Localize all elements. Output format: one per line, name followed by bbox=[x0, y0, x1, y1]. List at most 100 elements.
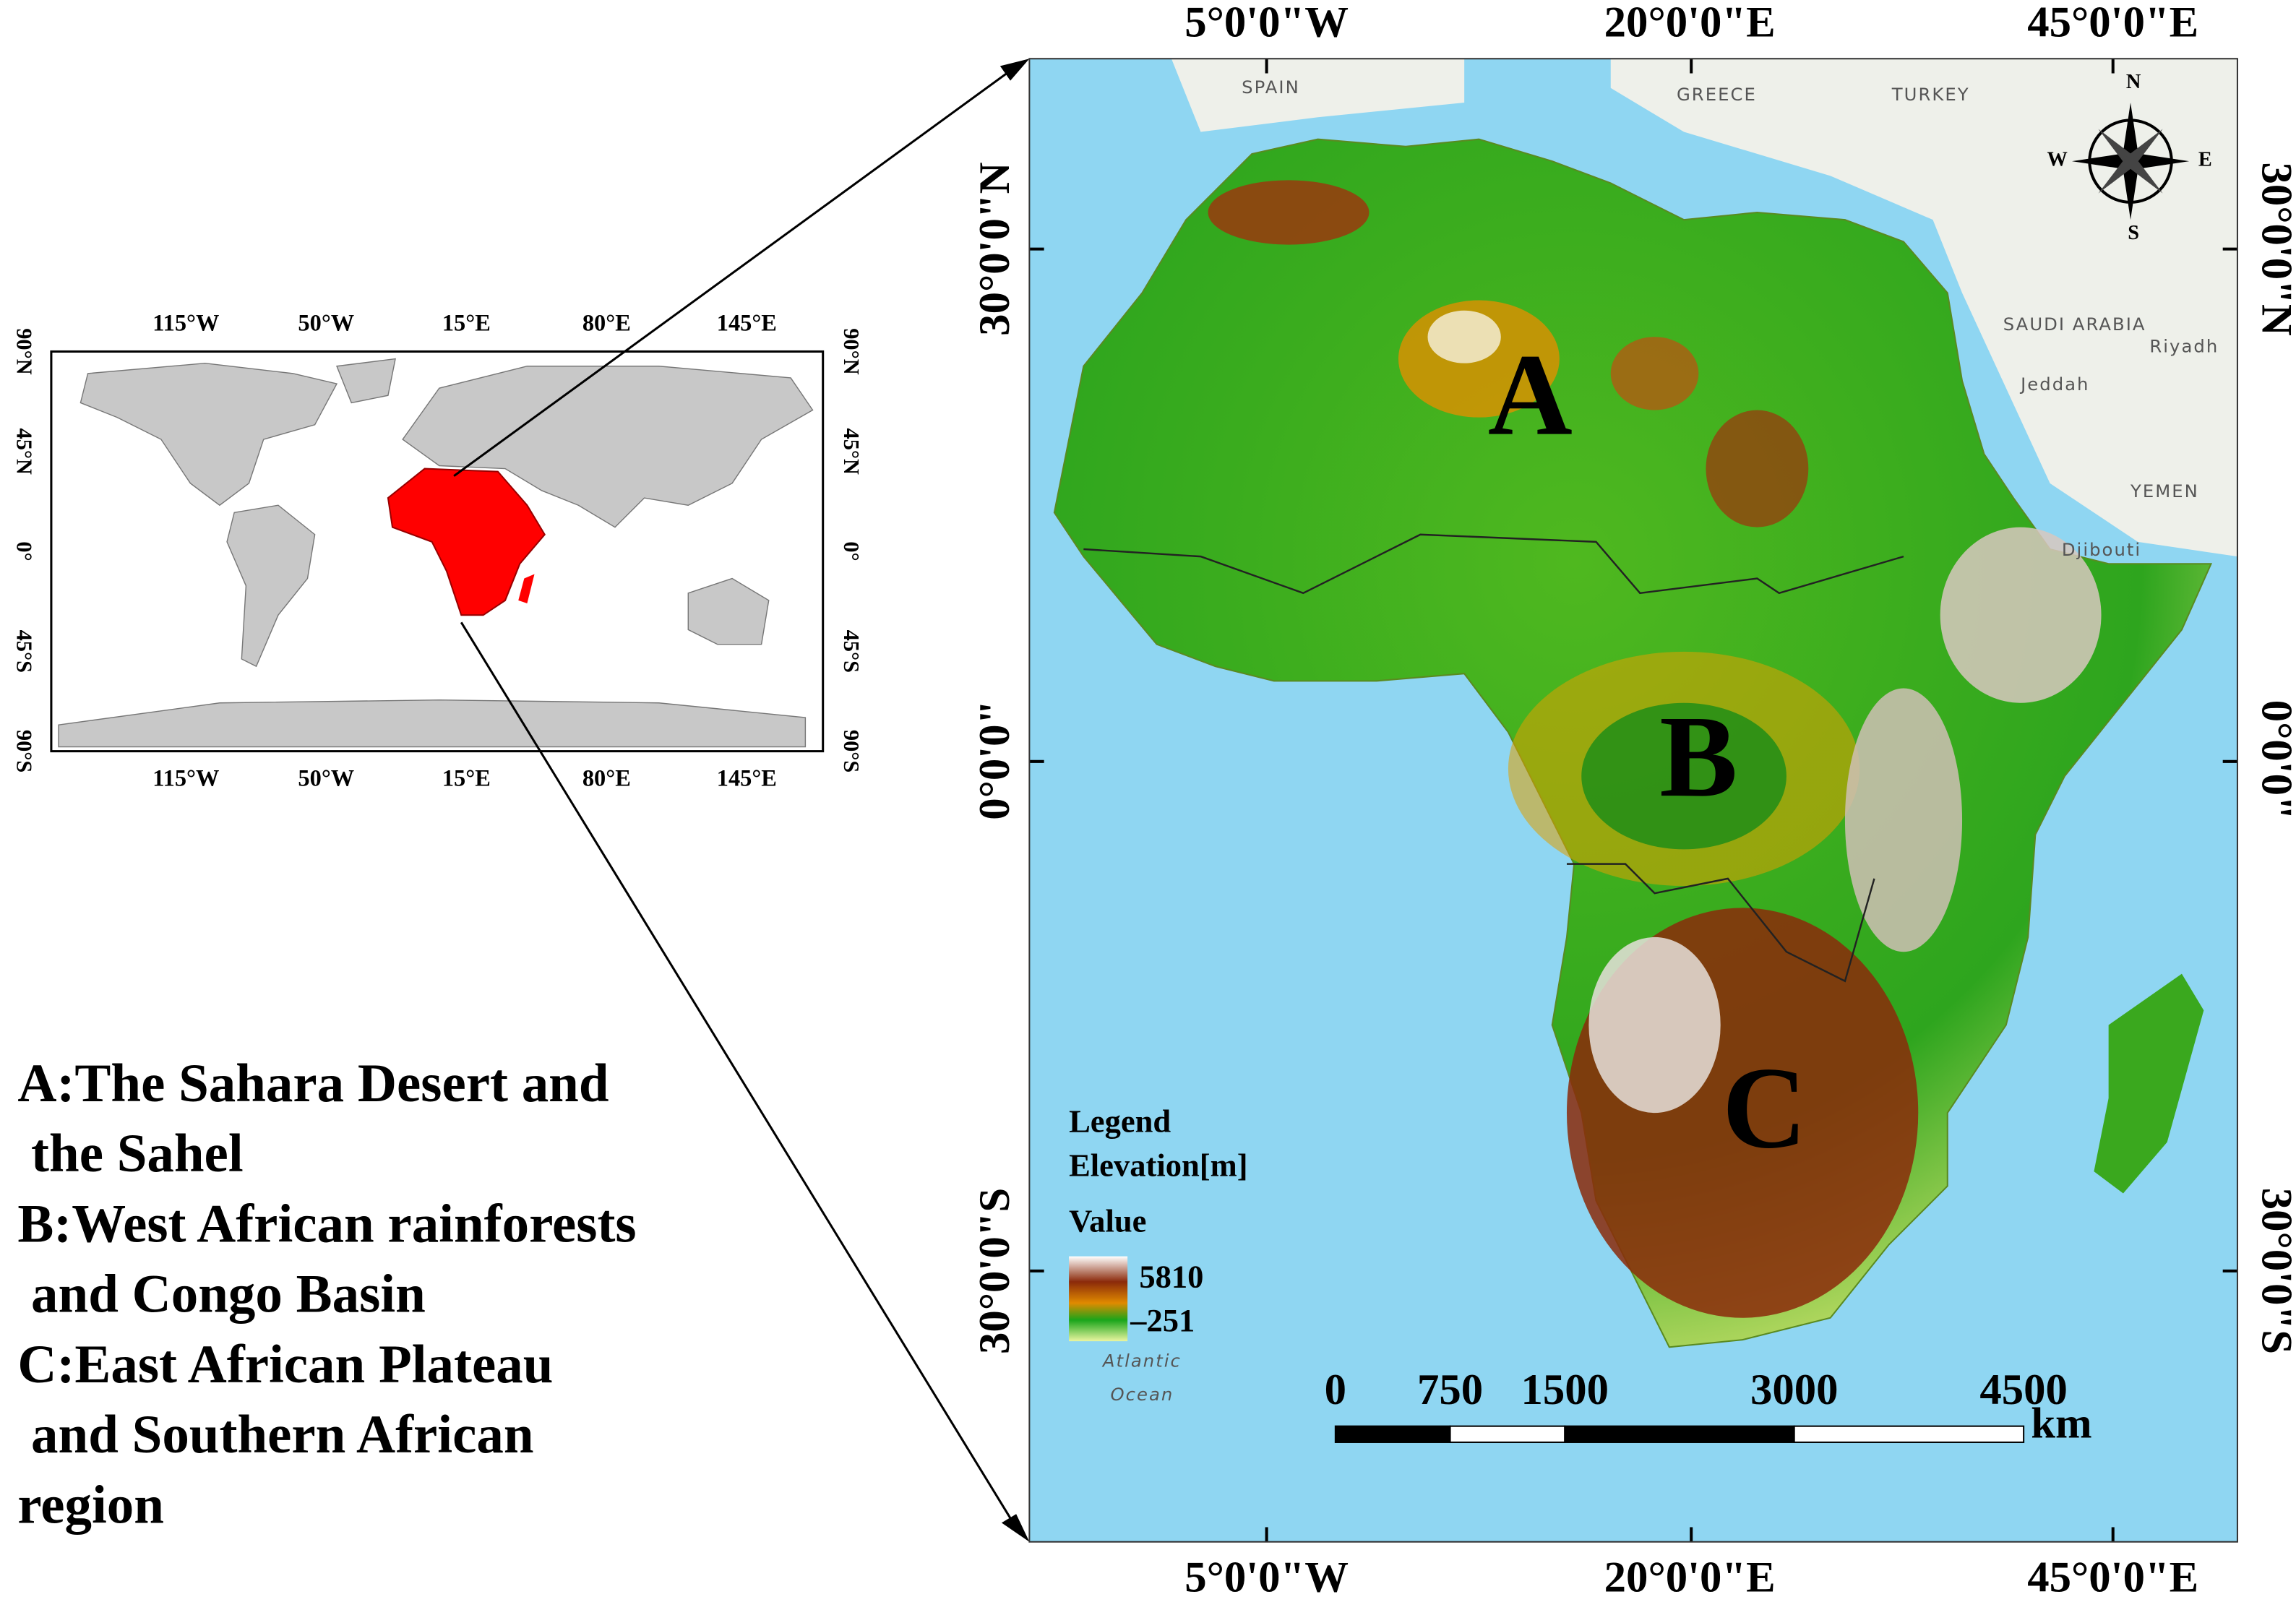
description-line: B:West African rainforests bbox=[17, 1194, 636, 1254]
description-line: and Congo Basin bbox=[17, 1265, 425, 1325]
relief bbox=[1706, 410, 1809, 527]
border bbox=[1083, 533, 1904, 595]
north-america bbox=[79, 362, 338, 507]
main-lat-label: 30°0'0"N bbox=[2253, 162, 2296, 335]
place-label: Djibouti bbox=[2062, 539, 2141, 560]
eurasia bbox=[402, 366, 814, 528]
legend-min: –251 bbox=[1130, 1302, 1195, 1338]
inset-lat-label: 90°N bbox=[839, 328, 864, 375]
description-line: and Southern African bbox=[17, 1405, 533, 1465]
inset-lon-label: 80°E bbox=[582, 310, 631, 336]
europe-land bbox=[1171, 59, 1465, 132]
description-line: A:The Sahara Desert and bbox=[17, 1054, 609, 1114]
legend-colorbar bbox=[1069, 1256, 1128, 1342]
place-label: Jeddah bbox=[2019, 374, 2089, 395]
scale-segment bbox=[1449, 1425, 1566, 1443]
inset-lon-label: 145°E bbox=[717, 310, 777, 336]
relief bbox=[1610, 337, 1699, 410]
arrow-line bbox=[460, 621, 1019, 1531]
scale-label: 750 bbox=[1417, 1366, 1483, 1414]
scale-label: 3000 bbox=[1750, 1366, 1839, 1414]
arrowhead bbox=[1001, 1514, 1030, 1542]
south-america bbox=[226, 504, 316, 668]
place-label: YEMEN bbox=[2130, 481, 2199, 501]
scale-label: 4500 bbox=[1979, 1366, 2068, 1414]
description-line: region bbox=[17, 1475, 164, 1535]
main-lat-label: 30°0'0"N bbox=[971, 162, 1019, 335]
inset-lon-label: 15°E bbox=[442, 310, 491, 336]
compass bbox=[2071, 103, 2190, 220]
relief bbox=[1588, 936, 1721, 1114]
legend-title: Legend bbox=[1069, 1103, 1171, 1140]
inset-lon-label: 145°E bbox=[717, 766, 777, 792]
legend-subtitle: Elevation[m] bbox=[1069, 1147, 1248, 1183]
asia-land bbox=[1610, 59, 2237, 557]
main-lat-label: 0°0'0" bbox=[971, 700, 1019, 820]
place-label: Riyadh bbox=[2149, 335, 2219, 356]
border bbox=[1566, 863, 1875, 983]
inset-madagascar bbox=[518, 574, 535, 603]
main-lat-label: 0°0'0" bbox=[2253, 700, 2296, 820]
inset-lon-label: 50°W bbox=[298, 310, 354, 336]
labels: Legend Elevation[m] Value 5810 –251 A B … bbox=[1069, 71, 2219, 1405]
inset-lat-label: 45°N bbox=[12, 429, 36, 475]
region-label: B bbox=[1659, 692, 1737, 822]
description-line: the Sahel bbox=[17, 1124, 243, 1184]
ocean-label: Ocean bbox=[1110, 1384, 1174, 1405]
inset-continents bbox=[58, 358, 814, 748]
place-label: SPAIN bbox=[1242, 77, 1300, 98]
inset-lon-label: 80°E bbox=[582, 766, 631, 792]
madagascar bbox=[2094, 973, 2204, 1194]
inset-lat-label: 0° bbox=[12, 541, 36, 561]
elevation-relief bbox=[1208, 180, 2102, 1318]
compass-letter: E bbox=[2198, 149, 2212, 171]
scale-label: 0 bbox=[1325, 1366, 1346, 1414]
main-lon-label: 45°0'0"E bbox=[2027, 0, 2198, 47]
relief bbox=[1940, 527, 2102, 703]
relief bbox=[1581, 702, 1787, 850]
scale-segment bbox=[1793, 1425, 2025, 1443]
place-label: TURKEY bbox=[1891, 84, 1970, 105]
inset-lon-label: 50°W bbox=[298, 766, 354, 792]
compass-letter: N bbox=[2126, 71, 2141, 93]
main-lat-label: 30°0'0"S bbox=[971, 1188, 1019, 1354]
antarctica bbox=[58, 699, 807, 748]
inset-lat-label: 0° bbox=[839, 541, 864, 561]
relief bbox=[1208, 180, 1370, 245]
main-lat-label: 30°0'0"S bbox=[2253, 1188, 2296, 1354]
main-lon-label: 45°0'0"E bbox=[2027, 1553, 2198, 1601]
legend-value-label: Value bbox=[1069, 1202, 1146, 1239]
australia bbox=[687, 577, 770, 645]
compass-letter: W bbox=[2047, 149, 2068, 171]
inset-africa bbox=[387, 468, 546, 616]
inset-lon-label: 115°W bbox=[152, 310, 219, 336]
greenland bbox=[336, 358, 396, 404]
scale-label: 1500 bbox=[1521, 1366, 1609, 1414]
description-line: C:East African Plateau bbox=[17, 1335, 553, 1395]
main-lon-label: 20°0'0"E bbox=[1604, 1553, 1776, 1601]
arrow-line bbox=[453, 66, 1016, 477]
inset-lat-label: 90°N bbox=[12, 328, 36, 375]
region-label: A bbox=[1488, 331, 1573, 460]
place-label: SAUDI ARABIA bbox=[2003, 314, 2146, 335]
legend-max: 5810 bbox=[1139, 1258, 1203, 1294]
arrowhead bbox=[999, 59, 1030, 81]
scale-unit: km bbox=[2031, 1400, 2091, 1448]
inset-lat-label: 90°S bbox=[12, 730, 36, 772]
inset-lat-label: 45°S bbox=[12, 630, 36, 673]
scale-segment bbox=[1564, 1425, 1795, 1443]
main-lon-label: 20°0'0"E bbox=[1604, 0, 1776, 47]
inset-lat-label: 45°S bbox=[839, 630, 864, 673]
region-label: C bbox=[1722, 1043, 1807, 1173]
main-lon-label: 5°0'0"W bbox=[1184, 0, 1349, 47]
region-borders bbox=[1083, 533, 1904, 983]
main-lon-label: 5°0'0"W bbox=[1184, 1553, 1349, 1601]
relief bbox=[1427, 310, 1501, 363]
inset-lat-label: 90°S bbox=[839, 730, 864, 772]
compass-needle bbox=[2098, 129, 2163, 194]
relief bbox=[1844, 688, 1963, 952]
place-label: GREECE bbox=[1677, 84, 1757, 105]
inset-lon-label: 15°E bbox=[442, 766, 491, 792]
